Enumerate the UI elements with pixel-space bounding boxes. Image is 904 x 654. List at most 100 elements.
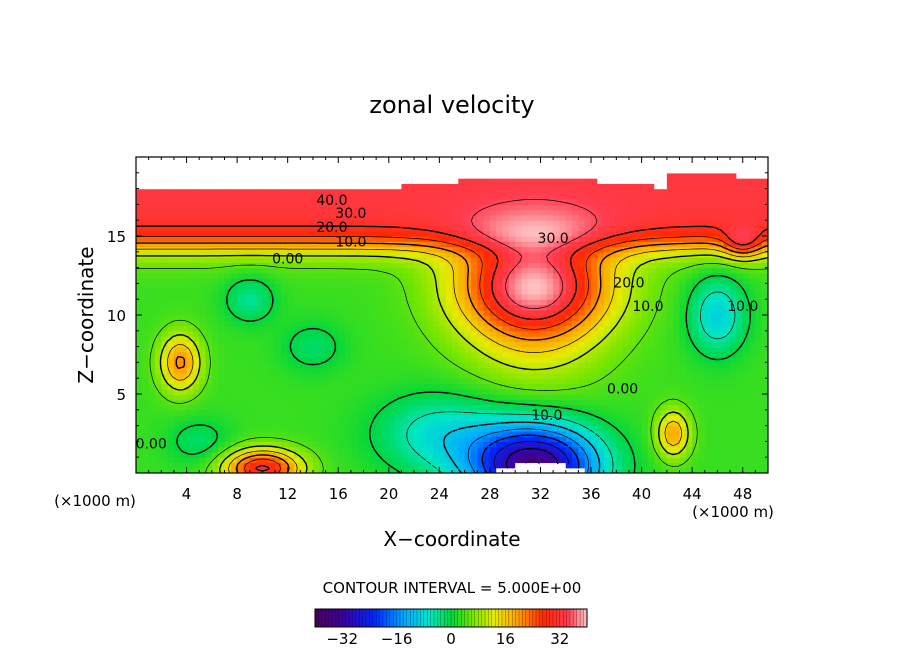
heat-cell <box>534 362 542 369</box>
heat-cell <box>249 425 257 432</box>
heat-cell <box>331 383 339 390</box>
heat-cell <box>218 399 226 406</box>
heat-cell <box>161 404 169 411</box>
heat-cell <box>388 457 396 464</box>
heat-cell <box>211 246 219 253</box>
heat-cell <box>610 436 617 442</box>
heat-cell <box>502 457 510 464</box>
heat-cell <box>344 420 352 427</box>
heat-cell <box>369 178 377 184</box>
heat-cell <box>502 315 510 321</box>
heat-cell <box>439 172 447 179</box>
heat-cell <box>641 425 649 432</box>
heat-cell <box>584 272 592 279</box>
heat-cell <box>350 299 358 306</box>
heat-cell <box>192 425 200 432</box>
heat-cell <box>597 467 605 473</box>
heat-cell <box>331 446 339 453</box>
heat-cell <box>401 178 409 184</box>
heat-cell <box>268 346 276 353</box>
heat-cell <box>439 267 447 274</box>
heat-cell <box>603 446 611 453</box>
heat-cell <box>565 283 573 290</box>
heat-cell <box>584 372 592 379</box>
heat-cell <box>173 230 181 237</box>
heat-cell <box>534 462 542 469</box>
heat-cell <box>654 251 662 258</box>
heat-cell <box>395 230 403 237</box>
heat-cell <box>496 204 504 211</box>
heat-cell <box>237 341 245 348</box>
heat-cell <box>192 172 200 179</box>
heat-cell <box>591 272 598 279</box>
heat-cell <box>376 341 384 348</box>
heat-cell <box>300 378 308 385</box>
heat-cell <box>338 230 346 237</box>
heat-cell <box>230 467 238 473</box>
heat-cell <box>186 457 194 464</box>
heat-cell <box>173 336 181 342</box>
heat-cell <box>616 225 624 232</box>
heat-cell <box>559 288 567 295</box>
heat-cell <box>572 404 579 411</box>
heat-cell <box>287 409 295 416</box>
heat-cell <box>597 257 605 263</box>
heat-cell <box>281 288 289 295</box>
heat-cell <box>401 404 409 411</box>
heat-cell <box>338 262 346 269</box>
heat-cell <box>445 214 453 221</box>
heat-cell <box>167 157 175 163</box>
heat-cell <box>376 214 384 221</box>
heat-cell <box>515 193 523 200</box>
heat-cell <box>477 315 485 321</box>
heat-cell <box>237 457 245 464</box>
heat-cell <box>218 330 226 337</box>
heat-cell <box>610 225 617 232</box>
heat-cell <box>363 309 371 316</box>
heat-cell <box>325 167 333 174</box>
heat-cell <box>154 257 162 263</box>
heat-cell <box>350 383 358 390</box>
heat-cell <box>230 341 238 348</box>
heat-cell <box>628 157 636 163</box>
heat-cell <box>496 236 504 242</box>
heat-cell <box>205 357 213 363</box>
heat-cell <box>154 451 162 458</box>
heat-cell <box>331 167 339 174</box>
heat-cell <box>275 436 282 442</box>
heat-cell <box>218 441 226 448</box>
heat-cell <box>344 309 352 316</box>
heat-cell <box>325 430 333 437</box>
heat-cell <box>136 436 143 442</box>
heat-cell <box>136 241 143 248</box>
heat-cell <box>294 320 301 327</box>
heat-cell <box>243 288 251 295</box>
heat-cell <box>369 394 377 400</box>
heat-cell <box>262 167 270 174</box>
heat-cell <box>357 272 365 279</box>
heat-cell <box>635 394 643 400</box>
heat-cell <box>647 167 655 174</box>
heat-cell <box>546 336 554 342</box>
heat-cell <box>306 220 314 227</box>
heat-cell <box>388 309 396 316</box>
heat-cell <box>508 436 516 442</box>
heat-cell <box>142 220 150 227</box>
heat-cell <box>230 436 238 442</box>
heat-cell <box>350 283 358 290</box>
heat-cell <box>591 351 598 358</box>
heat-cell <box>199 336 207 342</box>
heat-cell <box>154 341 162 348</box>
heat-cell <box>420 209 428 216</box>
heat-cell <box>161 257 169 263</box>
heat-cell <box>218 430 226 437</box>
heat-cell <box>414 346 421 353</box>
heat-cell <box>306 430 314 437</box>
heat-cell <box>584 420 592 427</box>
heat-cell <box>584 330 592 337</box>
heat-cell <box>489 367 497 374</box>
heat-cell <box>357 415 365 421</box>
heat-cell <box>388 467 396 473</box>
heat-cell <box>591 383 598 390</box>
heat-cell <box>256 299 263 306</box>
